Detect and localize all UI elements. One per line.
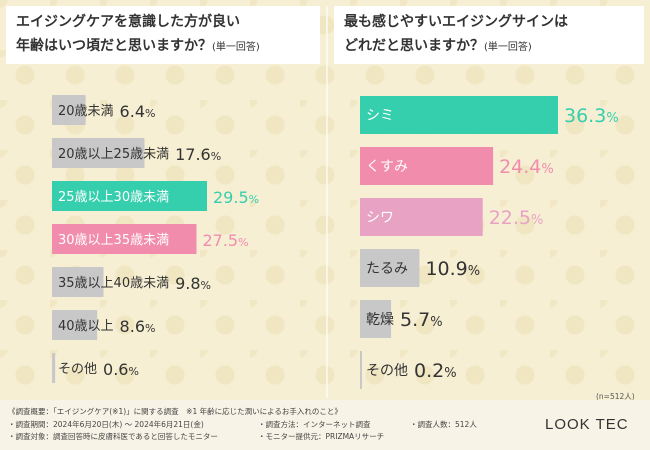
right-category-label: くすみ — [366, 159, 408, 175]
right-bar — [360, 300, 392, 338]
brand-logo: LOOK TEC — [545, 416, 629, 433]
left-chart-title: エイジングケアを意識した方が良い 年齢はいつ頃だと思いますか？(単一回答) — [6, 6, 320, 64]
right-value-label: 22.5% — [489, 207, 544, 229]
right-category-label: シワ — [366, 210, 394, 226]
footer-summary: 《調査概要：「エイジングケア(※1)」に関する調査 ※1 年齢に応じた潤いによる… — [8, 407, 342, 416]
sample-size-note: (n=512人) — [596, 392, 635, 401]
left-category-label: 30歳以上35歳未満 — [58, 233, 169, 248]
left-value-label: 17.6% — [175, 145, 221, 164]
left-value-label: 6.4% — [120, 102, 156, 121]
right-bar — [360, 351, 362, 389]
left-category-label: 20歳未満 — [58, 104, 114, 119]
left-category-label: その他 — [58, 362, 97, 377]
left-value-label: 8.6% — [120, 317, 156, 336]
right-category-label: たるみ — [366, 261, 408, 277]
right-value-label: 0.2% — [414, 360, 457, 382]
right-category-label: シミ — [366, 108, 394, 124]
footer: 《調査概要：「エイジングケア(※1)」に関する調査 ※1 年齢に応じた潤いによる… — [0, 400, 650, 450]
left-value-label: 27.5% — [202, 231, 248, 250]
left-value-label: 9.8% — [175, 274, 211, 293]
left-title-note: (単一回答) — [212, 42, 260, 53]
left-category-label: 40歳以上 — [58, 319, 114, 334]
right-value-label: 24.4% — [499, 156, 554, 178]
footer-target: ・調査対象：調査回答時に皮膚科医であると回答したモニター — [8, 432, 218, 441]
left-bar — [52, 181, 207, 211]
right-category-label: 乾燥 — [366, 312, 394, 328]
left-category-label: 35歳以上40歳未満 — [58, 276, 169, 291]
right-bar — [360, 249, 420, 287]
left-bar — [52, 138, 145, 168]
footer-count: ・調査人数：512人 — [410, 420, 477, 429]
right-title-line2: どれだと思いますか？ — [344, 38, 484, 54]
left-bar — [52, 353, 56, 383]
left-bar — [52, 267, 104, 297]
footer-provider: ・モニター提供元：PRIZMAリサーチ — [258, 432, 385, 441]
left-title-line2: 年齢はいつ頃だと思いますか？ — [16, 38, 212, 54]
right-bar — [360, 96, 558, 134]
left-bar — [52, 95, 86, 125]
left-value-label: 29.5% — [213, 188, 259, 207]
left-bar — [52, 224, 197, 254]
right-bar — [360, 198, 483, 236]
footer-method: ・調査方法：インターネット調査 — [258, 420, 371, 429]
right-value-label: 10.9% — [425, 258, 480, 280]
right-chart-title: 最も感じやすいエイジングサインは どれだと思いますか？(単一回答) — [334, 6, 644, 64]
left-title-line1: エイジングケアを意識した方が良い — [16, 14, 240, 30]
charts-svg: 20歳未満 6.4% 20歳以上25歳未満 17.6% 25歳以上30歳未満 29.5% 3… — [52, 95, 619, 389]
right-title-line1: 最も感じやすいエイジングサインは — [344, 14, 568, 30]
left-category-label: 20歳以上25歳未満 — [58, 147, 169, 162]
right-bar — [360, 147, 494, 185]
footer-period: ・調査期間：2024年6月20日(木) ～ 2024年6月21日(金) — [8, 420, 204, 429]
left-value-label: 0.6% — [103, 360, 139, 379]
right-category-label: その他 — [366, 363, 408, 379]
right-value-label: 5.7% — [400, 309, 443, 331]
left-bar — [52, 310, 98, 340]
right-title-note: (単一回答) — [484, 42, 532, 53]
right-value-label: 36.3% — [564, 105, 619, 127]
left-category-label: 25歳以上30歳未満 — [58, 190, 169, 205]
panel-divider — [326, 6, 328, 398]
